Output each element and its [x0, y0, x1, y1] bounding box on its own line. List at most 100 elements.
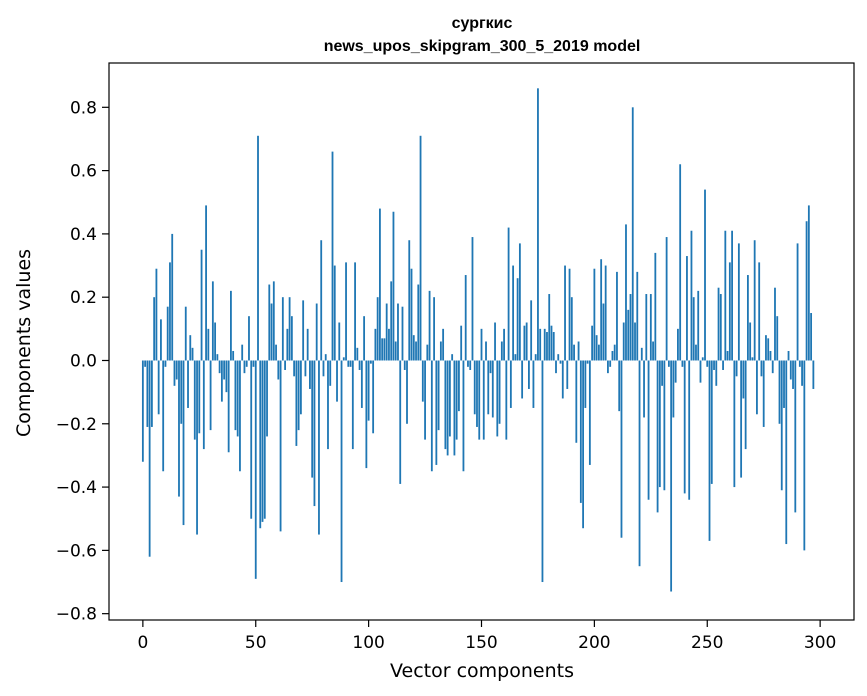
y-tick-label: 0.8 [70, 98, 97, 118]
bar [509, 360, 512, 408]
bar [469, 360, 472, 370]
bar [327, 360, 329, 450]
bar [774, 287, 776, 361]
bar [462, 360, 465, 472]
bar [645, 294, 648, 361]
bar [363, 316, 366, 361]
bar [717, 287, 720, 361]
x-tick-label: 200 [578, 633, 610, 653]
bar [225, 360, 228, 393]
bar [399, 360, 402, 484]
bar [460, 325, 463, 361]
bar [275, 344, 277, 361]
bar [521, 360, 524, 399]
bar [699, 360, 702, 383]
bar [388, 328, 390, 361]
bar [672, 360, 675, 418]
x-tick-label: 300 [804, 633, 836, 653]
bar [670, 360, 673, 592]
bar [476, 360, 478, 427]
bar [234, 360, 237, 431]
bar [421, 360, 424, 402]
bar [516, 278, 519, 361]
bar [448, 360, 451, 437]
bar [658, 360, 661, 488]
bar [726, 350, 729, 361]
bar [663, 360, 666, 491]
bar [455, 360, 458, 440]
bar [153, 297, 156, 361]
bar [776, 316, 779, 361]
bar [150, 360, 153, 427]
bar [169, 262, 171, 361]
bar [688, 360, 691, 500]
bar [749, 322, 752, 361]
bar [561, 360, 564, 399]
bar [500, 341, 503, 361]
bar [593, 268, 596, 361]
bar [801, 360, 803, 386]
x-tick-label: 100 [352, 633, 384, 653]
bar [290, 316, 293, 361]
bar [209, 360, 212, 431]
bar [656, 360, 659, 513]
bars-group [141, 88, 815, 592]
bar [613, 344, 616, 361]
bar [686, 256, 688, 361]
bar [216, 354, 219, 361]
bar [803, 360, 806, 551]
bar [783, 360, 785, 408]
bar [442, 328, 445, 361]
bar [566, 360, 569, 389]
bar [390, 281, 393, 361]
bar [762, 360, 765, 427]
bar [487, 360, 490, 415]
bar [401, 306, 404, 361]
bar [349, 360, 352, 367]
bar [254, 360, 257, 579]
bar [489, 360, 492, 374]
bar [453, 360, 456, 456]
x-tick-label: 250 [691, 633, 723, 653]
bar [369, 360, 372, 364]
bar [787, 350, 790, 361]
bar [446, 360, 449, 456]
bar [394, 341, 397, 361]
bar [588, 360, 591, 465]
bar [313, 360, 316, 507]
bar [220, 360, 223, 402]
bar [674, 360, 677, 383]
bar [270, 303, 273, 361]
bar [537, 88, 539, 361]
bar [263, 360, 266, 519]
bar [406, 360, 408, 424]
bar [320, 240, 323, 361]
y-axis-label: Components values [13, 249, 35, 437]
bar [530, 300, 533, 361]
bar [437, 360, 440, 431]
bar [306, 328, 309, 361]
bar [728, 262, 731, 361]
bar [295, 360, 298, 446]
bar [518, 243, 521, 361]
bar [331, 151, 334, 361]
bar [293, 360, 296, 377]
bar [144, 360, 147, 367]
bar [184, 306, 187, 361]
bar [444, 360, 447, 450]
bar [575, 360, 578, 443]
bar [744, 360, 747, 450]
bar [807, 205, 810, 361]
bar [230, 290, 232, 361]
bar [591, 325, 594, 361]
bar [737, 243, 740, 361]
bar [532, 360, 535, 408]
bar [439, 341, 442, 361]
bar [211, 281, 214, 361]
bar [622, 322, 625, 361]
bar [746, 275, 749, 361]
bar [595, 335, 598, 361]
bar [701, 357, 704, 361]
bar [471, 237, 474, 361]
y-tick-label: 0.4 [70, 225, 97, 245]
